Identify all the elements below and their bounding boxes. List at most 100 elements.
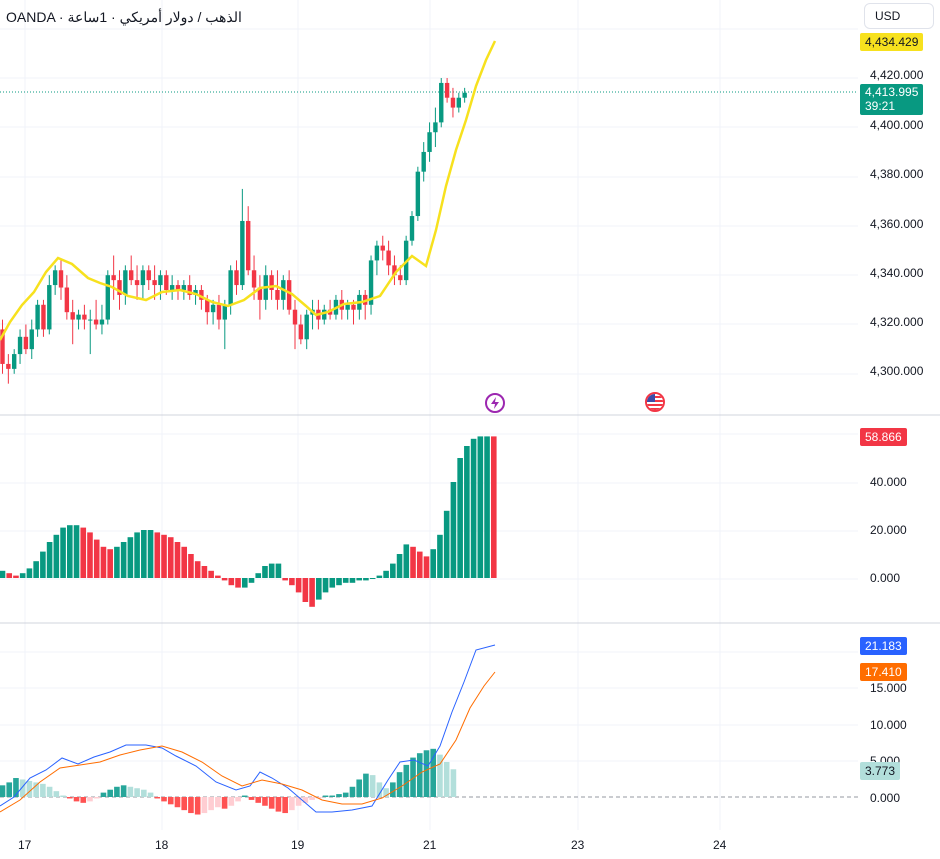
oscillator-bar: [134, 532, 140, 578]
oscillator-bar: [188, 554, 194, 578]
price-tick: 4,380.000: [870, 167, 924, 181]
oscillator-bar: [396, 554, 403, 578]
macd-histogram-bar: [174, 797, 181, 808]
macd-histogram-bar: [46, 786, 53, 797]
macd-histogram-bar: [403, 764, 410, 797]
candle-body: [70, 312, 75, 320]
oscillator-bar: [295, 578, 302, 593]
macd-histogram-bar: [33, 782, 39, 797]
oscillator-bar: [457, 458, 463, 578]
candle-body: [152, 280, 157, 286]
oscillator-bar: [13, 575, 19, 578]
pane-separators: [0, 91, 940, 798]
candle-body: [380, 245, 385, 251]
candle-body: [6, 363, 11, 369]
macd-histogram-bar: [141, 789, 147, 797]
price-pane[interactable]: [0, 40, 497, 384]
candle-body: [123, 270, 128, 295]
macd-histogram-bar: [282, 797, 288, 814]
macd-histogram-bar: [268, 797, 275, 809]
macd-histogram-bar: [93, 797, 100, 799]
oscillator-bar: [33, 561, 39, 578]
oscillator-bar: [19, 573, 26, 578]
oscillator-bar: [67, 525, 73, 578]
macd-histogram-bar: [322, 795, 329, 797]
candle-body: [292, 309, 298, 325]
macd-histogram-bar: [67, 797, 73, 799]
macd-histogram-bar: [443, 761, 450, 797]
oscillator-bar: [228, 578, 235, 586]
price-tick: 4,320.000: [870, 315, 924, 329]
oscillator-bar: [60, 527, 66, 578]
oscillator-bar: [114, 546, 120, 578]
candle-body: [439, 82, 444, 123]
macd-histogram-bar: [241, 795, 248, 797]
candle-body: [269, 275, 274, 290]
oscillator-bar: [342, 578, 349, 583]
macd-histogram-bar: [0, 785, 6, 797]
macd-pane[interactable]: [0, 644, 496, 815]
candle-body: [99, 319, 105, 325]
macd-histogram-bar: [19, 779, 26, 797]
macd-histogram-bar: [275, 797, 282, 812]
candle-body: [427, 132, 432, 152]
candle-body: [164, 275, 169, 290]
candle-body: [462, 92, 467, 98]
price-tick: 4,420.000: [870, 68, 924, 82]
oscillator-bar: [248, 578, 255, 583]
oscillator-bar: [215, 575, 221, 578]
candle-body: [41, 304, 46, 330]
macd-histogram-bar: [194, 797, 201, 815]
macd-histogram-bar: [120, 785, 127, 797]
lightning-event-icon[interactable]: [485, 393, 505, 413]
oscillator-bar: [154, 532, 161, 578]
us-flag-icon: [647, 394, 663, 410]
macd-histogram-bar: [114, 786, 120, 797]
oscillator-bar: [430, 549, 437, 578]
candle-body: [234, 270, 239, 286]
macd-histogram-bar: [73, 797, 80, 802]
macd-histogram-bar: [154, 797, 161, 799]
macd-histogram-bar: [201, 797, 208, 814]
oscillator-bar: [80, 527, 87, 578]
candle-body: [64, 287, 70, 313]
osc-tick: 40.000: [870, 475, 907, 489]
oscillator-bar: [464, 446, 470, 578]
us-flag-event-icon[interactable]: [645, 392, 665, 412]
candle-body: [304, 314, 309, 340]
signal-value-label: 17.410: [860, 663, 907, 681]
macd-histogram-bar: [100, 792, 107, 797]
candle-body: [193, 289, 198, 295]
oscillator-pane[interactable]: [0, 436, 497, 607]
oscillator-bar: [107, 549, 113, 578]
macd-tick: 10.000: [870, 718, 907, 732]
oscillator-bar: [403, 544, 410, 578]
oscillator-bar: [26, 568, 33, 578]
macd-histogram-bar: [289, 797, 295, 811]
macd-histogram-bar: [369, 775, 376, 797]
oscillator-bar: [390, 563, 396, 578]
macd-histogram-bar: [396, 772, 403, 797]
candle-body: [205, 299, 210, 313]
candle-body: [374, 245, 380, 261]
osc-value-label: 58.866: [860, 428, 907, 446]
macd-tick: 0.000: [870, 791, 901, 805]
currency-button[interactable]: USD: [864, 3, 934, 29]
candle-body: [351, 304, 356, 310]
candle-body: [17, 336, 23, 355]
macd-histogram-bar: [188, 797, 194, 814]
price-tick: 4,300.000: [870, 364, 924, 378]
macd-histogram-bar: [215, 797, 221, 808]
oscillator-bar: [120, 542, 127, 578]
oscillator-bar: [194, 561, 201, 578]
macd-histogram-bar: [410, 757, 416, 797]
macd-histogram-bar: [167, 797, 174, 805]
oscillator-bar: [336, 578, 342, 586]
candle-body: [392, 265, 397, 276]
candle-body: [140, 270, 146, 286]
oscillator-bar: [46, 542, 53, 578]
oscillator-bar: [369, 578, 376, 579]
candle-body: [216, 304, 222, 320]
oscillator-bar: [235, 578, 241, 588]
